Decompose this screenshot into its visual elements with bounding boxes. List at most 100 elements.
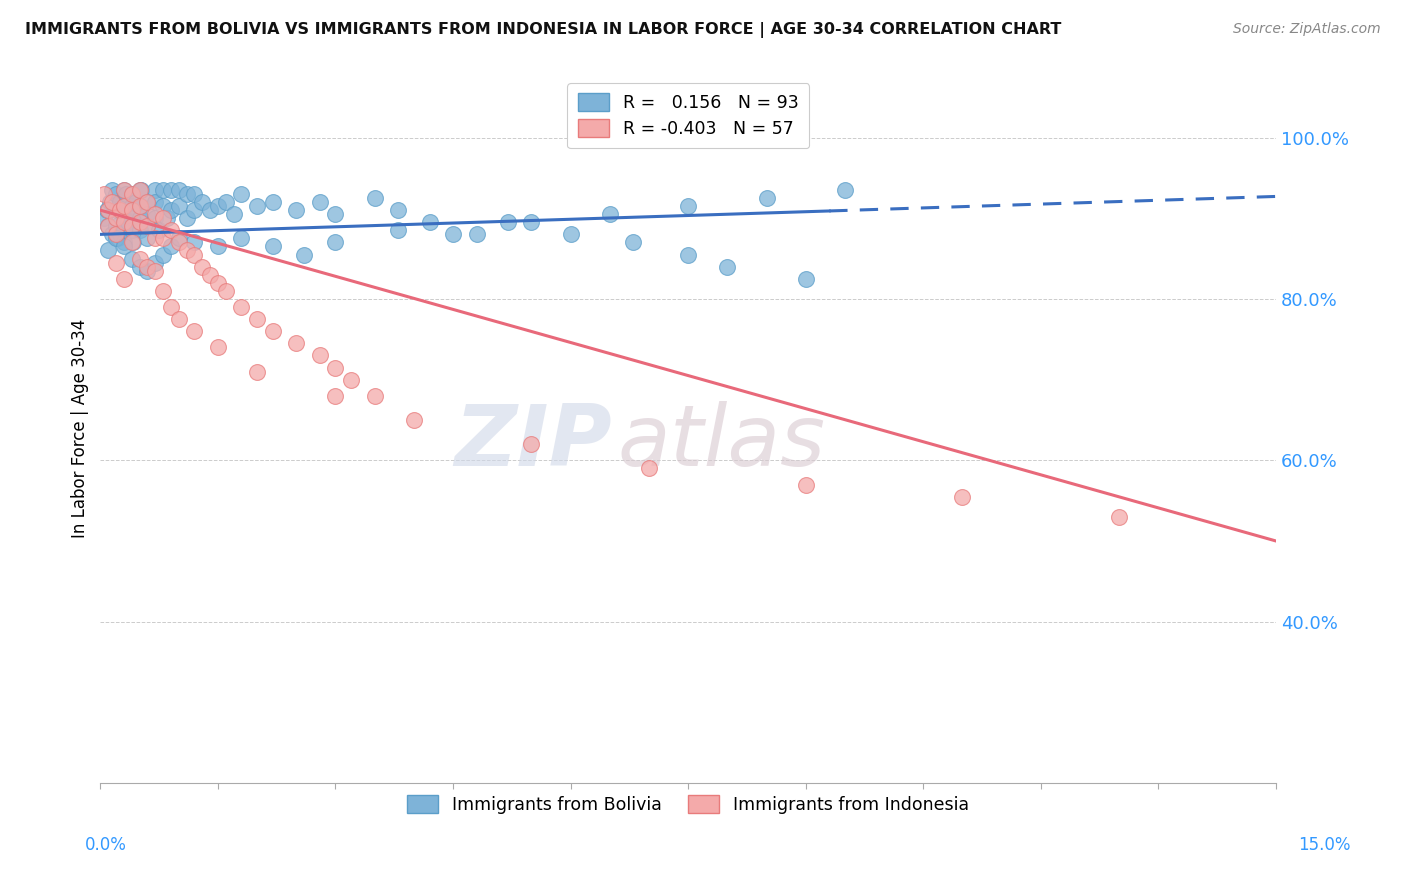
Point xyxy=(97,219,120,234)
Point xyxy=(112,199,135,213)
Point xyxy=(152,247,174,261)
Point xyxy=(246,312,269,326)
Point xyxy=(122,235,145,250)
Point xyxy=(441,227,464,242)
Point xyxy=(363,389,385,403)
Point xyxy=(128,183,150,197)
Point xyxy=(262,239,284,253)
Point xyxy=(97,244,120,258)
Point xyxy=(183,235,205,250)
Point xyxy=(98,195,121,210)
Point xyxy=(755,191,778,205)
Point xyxy=(167,183,190,197)
Point xyxy=(794,477,817,491)
Point xyxy=(101,195,124,210)
Point xyxy=(105,231,128,245)
Text: 0.0%: 0.0% xyxy=(84,836,127,854)
Point xyxy=(143,183,166,197)
Legend: Immigrants from Bolivia, Immigrants from Indonesia: Immigrants from Bolivia, Immigrants from… xyxy=(401,788,976,821)
Point xyxy=(160,203,183,218)
Point xyxy=(325,360,347,375)
Point xyxy=(117,215,139,229)
Text: Source: ZipAtlas.com: Source: ZipAtlas.com xyxy=(1233,22,1381,37)
Point xyxy=(105,227,128,242)
Point xyxy=(496,215,519,229)
Point xyxy=(115,187,138,202)
Point xyxy=(105,187,128,202)
Point xyxy=(325,235,347,250)
Point xyxy=(156,211,179,226)
Point xyxy=(231,187,253,202)
Point xyxy=(105,211,128,226)
Point xyxy=(621,235,644,250)
Point xyxy=(676,247,699,261)
Point xyxy=(183,247,205,261)
Point xyxy=(340,373,363,387)
Point xyxy=(112,183,135,197)
Point xyxy=(160,300,183,314)
Point xyxy=(129,183,152,197)
Point xyxy=(716,260,738,274)
Point xyxy=(108,203,131,218)
Point xyxy=(96,203,118,218)
Point xyxy=(418,215,440,229)
Point xyxy=(176,187,198,202)
Point xyxy=(124,195,146,210)
Point xyxy=(520,437,543,451)
Point xyxy=(676,199,699,213)
Point xyxy=(112,223,135,237)
Point xyxy=(112,271,135,285)
Point xyxy=(183,324,205,338)
Point xyxy=(143,263,166,277)
Point xyxy=(121,219,143,234)
Point xyxy=(160,183,183,197)
Point xyxy=(101,227,124,242)
Point xyxy=(143,255,166,269)
Point xyxy=(136,219,159,234)
Point xyxy=(262,324,284,338)
Point xyxy=(105,255,128,269)
Point xyxy=(191,260,214,274)
Point xyxy=(128,215,150,229)
Point xyxy=(198,203,221,218)
Point xyxy=(952,490,974,504)
Point xyxy=(246,199,269,213)
Point xyxy=(207,199,229,213)
Point xyxy=(325,207,347,221)
Point xyxy=(325,389,347,403)
Point xyxy=(152,211,174,226)
Point xyxy=(183,187,205,202)
Text: IMMIGRANTS FROM BOLIVIA VS IMMIGRANTS FROM INDONESIA IN LABOR FORCE | AGE 30-34 : IMMIGRANTS FROM BOLIVIA VS IMMIGRANTS FR… xyxy=(25,22,1062,38)
Point xyxy=(143,207,166,221)
Point xyxy=(136,231,159,245)
Point xyxy=(285,336,308,351)
Point xyxy=(308,348,330,362)
Point xyxy=(520,215,543,229)
Point xyxy=(121,199,143,213)
Point xyxy=(108,227,131,242)
Point xyxy=(108,195,131,210)
Point xyxy=(121,252,143,266)
Point xyxy=(128,183,150,197)
Point xyxy=(105,203,128,218)
Point xyxy=(143,211,166,226)
Point xyxy=(143,231,166,245)
Point xyxy=(167,199,190,213)
Point xyxy=(465,227,488,242)
Point xyxy=(136,263,159,277)
Point xyxy=(148,223,170,237)
Point xyxy=(121,223,143,237)
Text: atlas: atlas xyxy=(617,401,825,483)
Point xyxy=(93,211,115,226)
Point xyxy=(292,247,315,261)
Point xyxy=(121,211,143,226)
Point xyxy=(285,203,308,218)
Point xyxy=(308,195,330,210)
Point xyxy=(207,340,229,354)
Point xyxy=(105,219,128,234)
Point xyxy=(1108,509,1130,524)
Point xyxy=(176,244,198,258)
Point xyxy=(136,219,159,234)
Point xyxy=(128,252,150,266)
Point xyxy=(128,199,150,213)
